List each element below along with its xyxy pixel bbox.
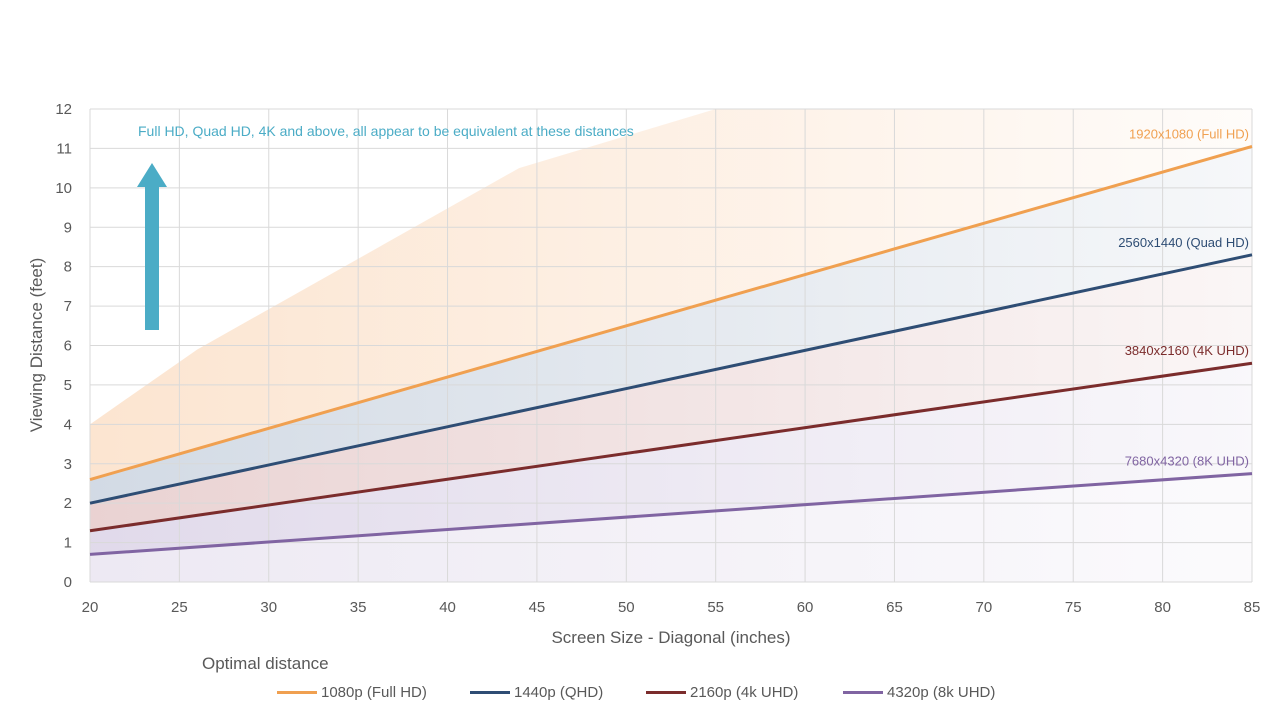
x-tick-label: 40 [439,599,456,616]
series-line-2 [89,361,1253,533]
x-tick-label: 20 [82,599,99,616]
legend-label: 2160p (4k UHD) [690,684,799,701]
series-end-label: 1920x1080 (Full HD) [1129,126,1249,141]
x-tick-label: 85 [1244,599,1261,616]
legend-title: Optimal distance [202,654,329,673]
series-line-0 [89,145,1253,481]
series-end-label: 2560x1440 (Quad HD) [1118,235,1249,250]
legend-item: 1080p (Full HD) [277,684,427,701]
legend-swatch [843,691,883,694]
y-tick-label: 9 [64,219,72,236]
x-tick-label: 30 [260,599,277,616]
y-tick-label: 11 [56,140,72,157]
x-tick-label: 50 [618,599,635,616]
y-tick-label: 10 [55,180,72,197]
arrow-up-icon [137,163,167,330]
legend-swatch [646,691,686,694]
band-1 [90,146,1252,504]
series-line-3 [89,472,1253,556]
y-tick-label: 1 [64,535,72,552]
y-tick-label: 6 [64,338,72,355]
x-tick-label: 60 [797,599,814,616]
x-tick-label: 70 [976,599,993,616]
band-2 [90,254,1252,531]
y-tick-label: 12 [55,101,72,118]
y-tick-label: 0 [64,574,72,591]
y-tick-label: 4 [64,416,72,433]
annotation-text: Full HD, Quad HD, 4K and above, all appe… [138,123,634,139]
series-line-1 [89,253,1253,505]
legend-item: 1440p (QHD) [470,684,603,701]
y-tick-label: 7 [64,298,72,315]
legend-label: 1080p (Full HD) [321,684,427,701]
y-tick-label: 3 [64,456,72,473]
band-3 [90,363,1252,555]
legend-swatch [277,691,317,694]
band-below-8k [90,473,1252,582]
legend-label: 4320p (8k UHD) [887,684,996,701]
x-tick-label: 55 [707,599,724,616]
legend-swatch [470,691,510,694]
x-tick-label: 25 [171,599,188,616]
y-axis-label: Viewing Distance (feet) [27,258,46,433]
y-tick-label: 2 [64,495,72,512]
y-tick-label: 5 [64,377,72,394]
legend-label: 1440p (QHD) [514,684,604,701]
legend-item: 2160p (4k UHD) [646,684,798,701]
y-tick-label: 8 [64,259,72,276]
x-tick-label: 65 [886,599,903,616]
series-end-label: 3840x2160 (4K UHD) [1125,343,1249,358]
x-axis-label: Screen Size - Diagonal (inches) [551,628,790,647]
band-full-hd [90,109,1252,480]
x-tick-label: 80 [1154,599,1171,616]
x-tick-label: 45 [529,599,546,616]
x-tick-label: 75 [1065,599,1082,616]
legend-item: 4320p (8k UHD) [843,684,995,701]
x-tick-label: 35 [350,599,367,616]
series-end-label: 7680x4320 (8K UHD) [1125,454,1249,469]
